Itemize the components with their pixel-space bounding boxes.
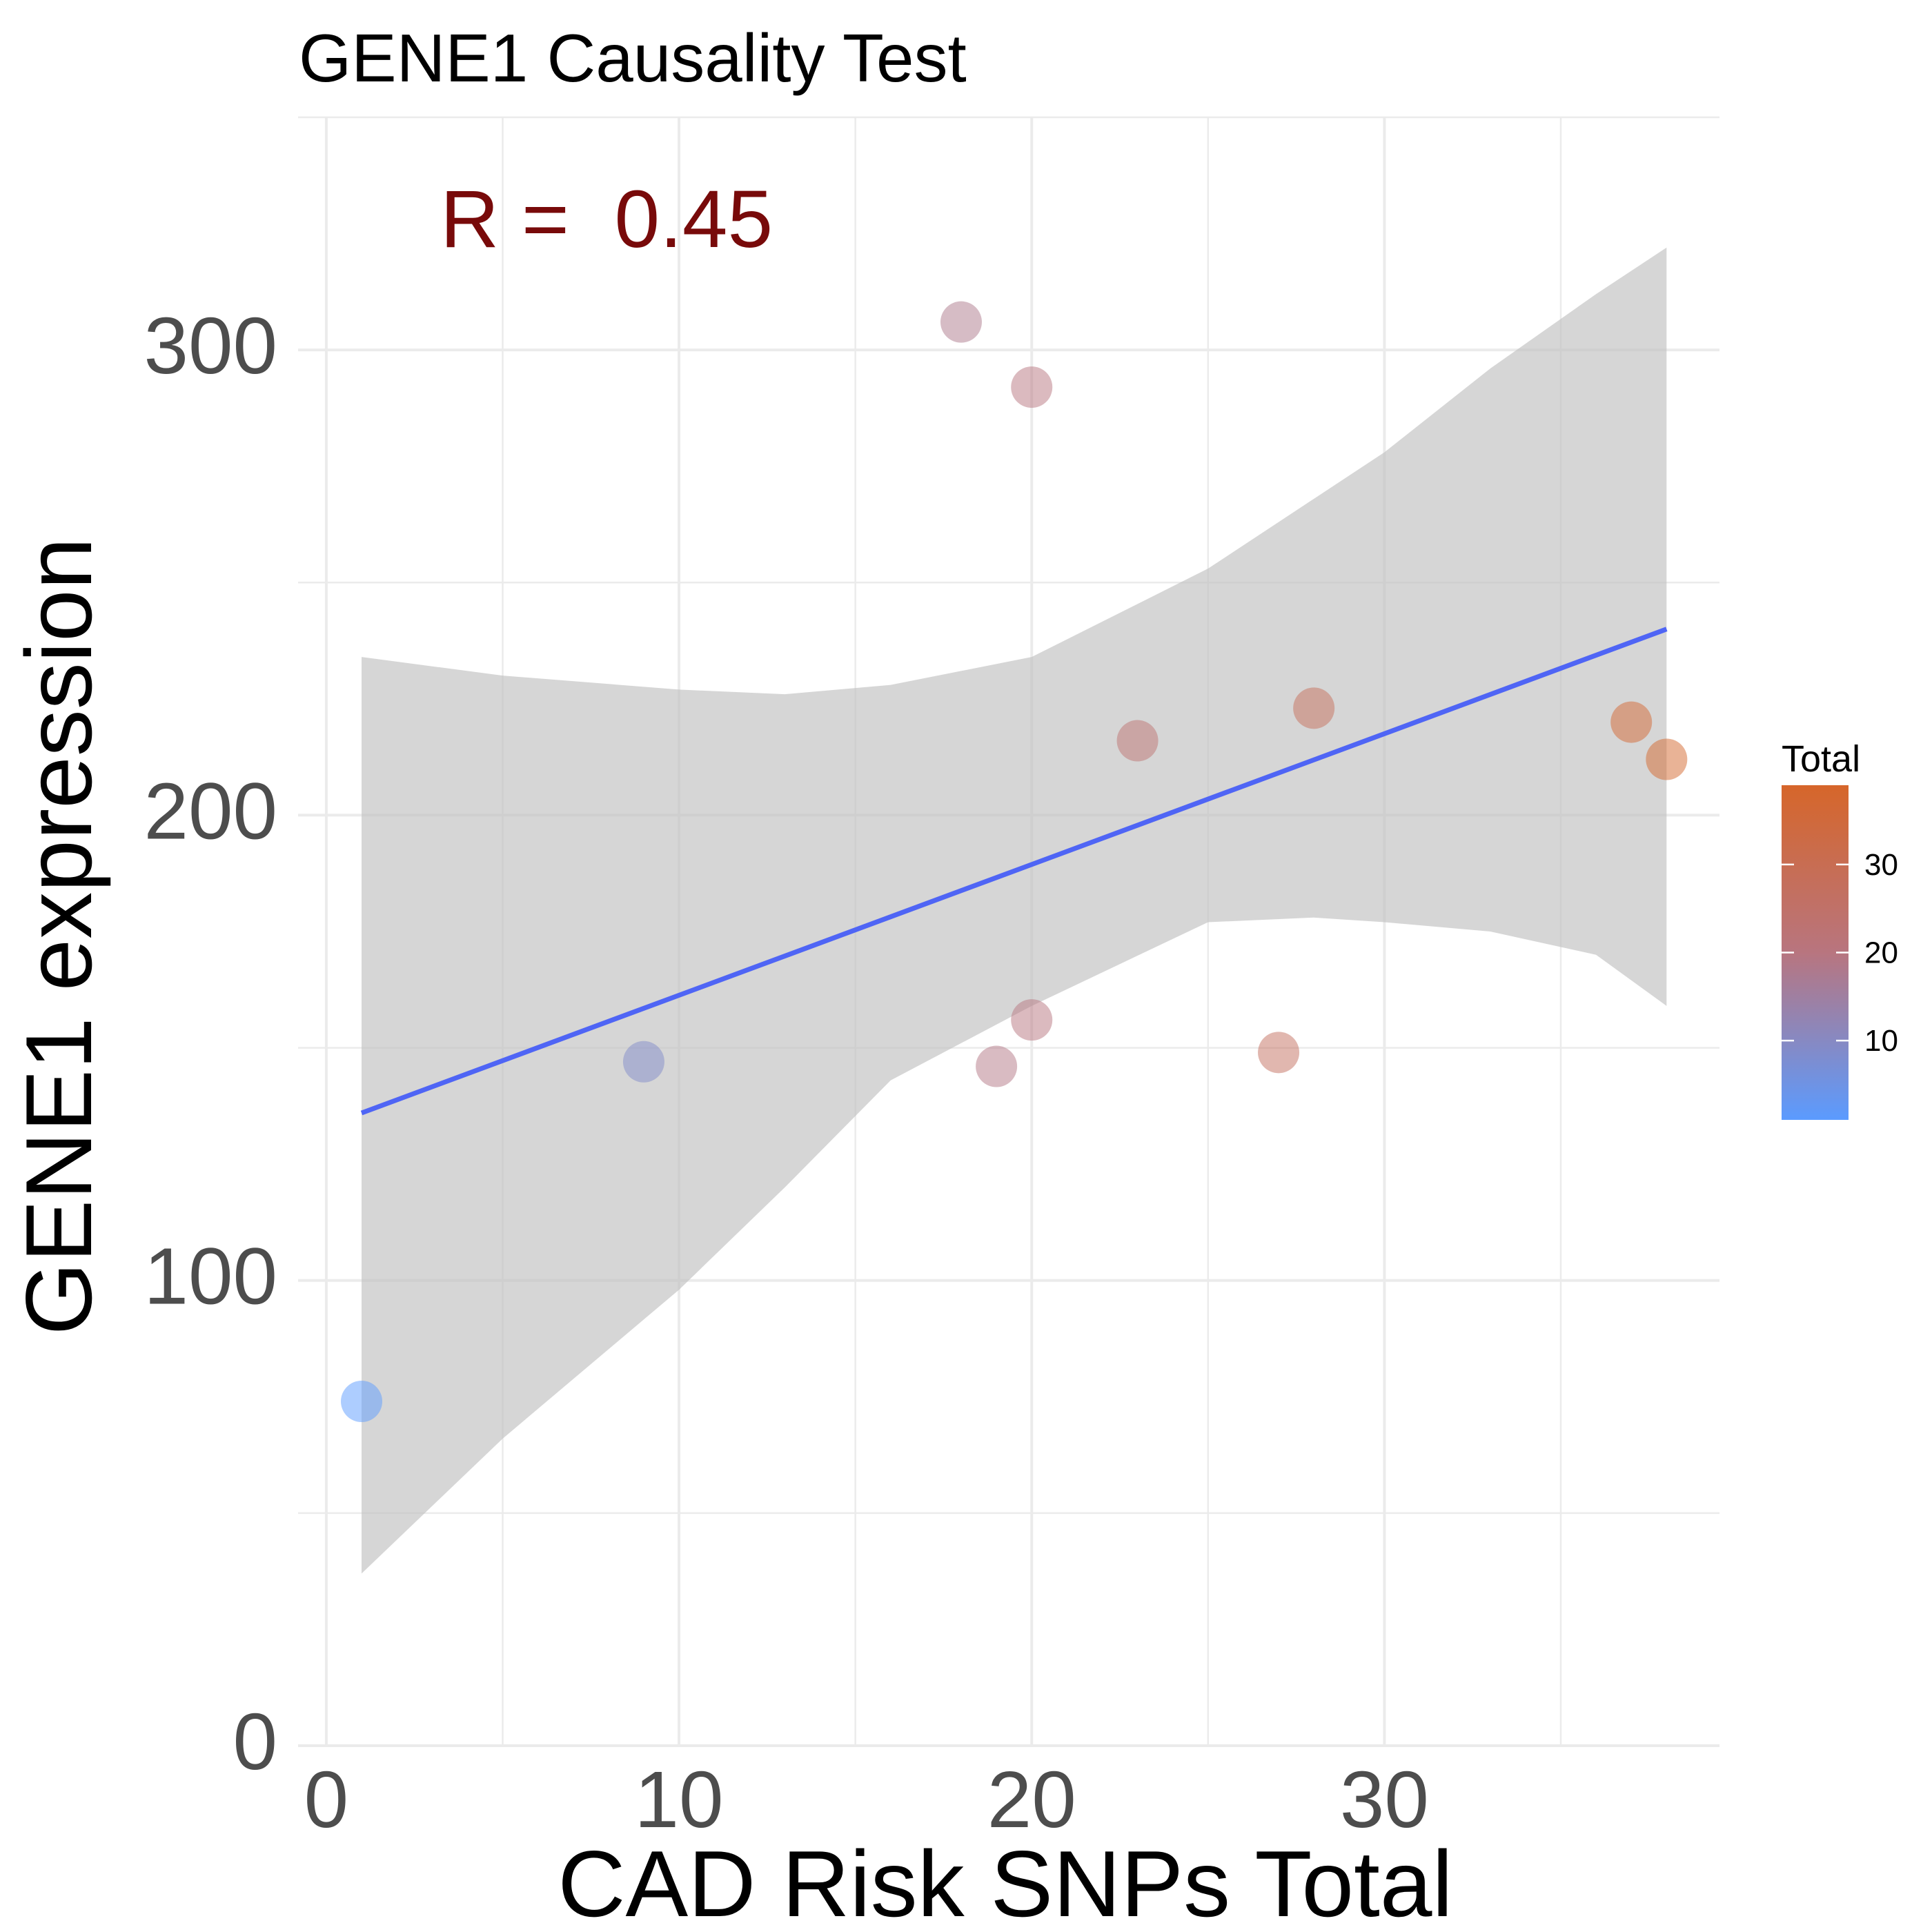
regression-line (360, 627, 1668, 1116)
y-tick-label: 300 (144, 301, 277, 391)
y-tick-label: 100 (144, 1232, 277, 1321)
data-point (1011, 366, 1053, 408)
data-point (1646, 738, 1688, 780)
data-point (341, 1381, 383, 1423)
data-points (341, 301, 1688, 1423)
chart-title: GENE1 Causality Test (299, 20, 967, 96)
y-tick-label: 0 (233, 1697, 277, 1786)
data-point (940, 301, 982, 343)
colorbar-title: Total (1782, 738, 1860, 780)
colorbar-ticks: 10 20 30 (1782, 848, 1898, 1058)
colorbar-tick-label: 20 (1864, 936, 1898, 970)
x-axis-ticks: 0 10 20 30 (304, 1755, 1429, 1844)
confidence-band (362, 247, 1667, 1574)
data-point (1293, 687, 1335, 729)
data-point (976, 1045, 1018, 1087)
data-point (1610, 701, 1653, 743)
y-axis-label: GENE1 expression (6, 538, 111, 1336)
x-tick-label: 0 (304, 1755, 349, 1844)
data-point (622, 1041, 664, 1083)
colorbar-tick-label: 10 (1864, 1024, 1898, 1058)
x-tick-label: 20 (987, 1755, 1076, 1844)
y-tick-label: 200 (144, 766, 277, 856)
x-tick-label: 10 (635, 1755, 724, 1844)
x-axis-label: CAD Risk SNPs Total (558, 1831, 1452, 1932)
data-point (1258, 1032, 1300, 1074)
data-point (1011, 999, 1053, 1041)
x-tick-label: 30 (1340, 1755, 1429, 1844)
y-axis-ticks: 0 100 200 300 (144, 301, 277, 1786)
colorbar-legend: Total 10 20 30 (1782, 738, 1898, 1120)
correlation-annotation: R = 0.45 (440, 174, 773, 265)
colorbar-tick-label: 30 (1864, 848, 1898, 882)
data-point (1116, 720, 1159, 762)
